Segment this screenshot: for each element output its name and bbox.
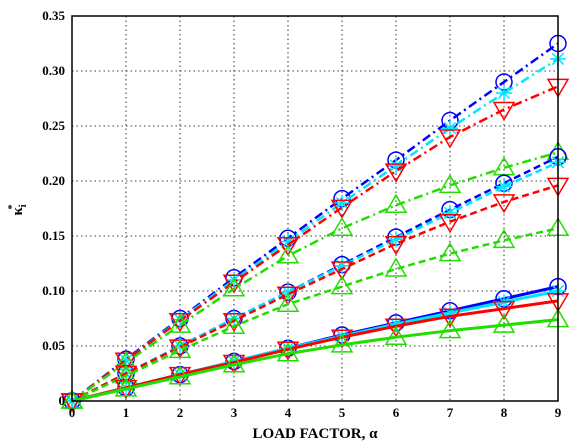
y-tick-label: 0.20 [42,173,65,188]
series-line [71,151,559,403]
data-point-triangle-down [330,329,354,349]
x-tick-label: 6 [393,405,400,420]
data-point-triangle-up [438,173,462,194]
data-point-star [334,195,350,211]
data-point-triangle-up [276,342,300,362]
data-point-triangle-up [222,353,246,373]
y-axis-label-sub: i [18,204,29,207]
y-tick-label: 0.05 [42,338,65,353]
data-point-triangle-up [222,277,246,297]
data-point-star [496,85,512,101]
series-line [71,318,559,403]
series-12 [60,308,570,409]
data-point-triangle-up [384,257,408,277]
data-point-star [334,257,350,274]
data-point-triangle-down [438,308,462,328]
data-point-triangle-down [384,163,408,183]
data-point-triangle-up [384,325,408,345]
y-tick-labels: 0 0.05 0.10 0.15 0.20 0.25 0.30 0.35 [42,8,65,408]
series-line [71,227,559,403]
series-line [71,85,559,402]
data-point-star [280,284,296,301]
data-point-triangle-down [276,286,300,306]
data-point-triangle-down [222,274,246,294]
series-line [71,184,559,403]
data-point-triangle-down [492,101,516,121]
data-point-triangle-up [330,275,354,295]
series-line [71,299,559,403]
data-point-star [442,120,458,137]
data-point-star [388,231,404,248]
data-point-triangle-down [492,194,516,214]
data-point-triangle-up [330,216,354,237]
x-tick-label: 0 [69,405,76,420]
data-point-star [388,157,404,174]
y-tick-label: 0.35 [42,8,65,23]
data-point-triangle-down [330,199,354,219]
y-tick-label: 0.25 [42,118,65,133]
data-point-star [118,352,134,369]
data-point-triangle-down [276,237,300,257]
x-tick-label: 1 [123,405,130,420]
y-axis-label: κi* [7,204,29,215]
x-tick-label: 4 [285,405,292,420]
data-point-triangle-up [330,333,354,353]
x-tick-labels: 0 1 2 3 4 5 6 7 8 9 [69,405,562,420]
data-point-triangle-up [438,319,462,339]
plot-frame [71,15,559,402]
y-tick-label: 0.15 [42,228,65,243]
svg-text:κi*: κi* [7,204,29,215]
data-point-triangle-up [168,365,192,385]
data-point-triangle-down [384,318,408,338]
data-point-star [388,316,404,332]
data-point-star [442,305,458,321]
y-tick-label: 0 [59,393,66,408]
data-point-triangle-up [492,228,516,249]
data-point-triangle-up [438,242,462,262]
y-axis-label-symbol: κ [10,207,26,216]
data-point-star [226,310,242,327]
data-point-triangle-down [438,129,462,149]
x-axis-label: LOAD FACTOR, α [253,426,379,442]
series-layer [60,34,570,413]
x-tick-label: 5 [339,405,346,420]
data-point-triangle-up [384,193,408,213]
data-point-triangle-up [168,338,192,359]
x-tick-label: 8 [501,405,508,420]
data-point-star [496,178,512,195]
y-axis-label-sup: * [7,204,18,209]
data-point-triangle-up [492,313,516,333]
x-tick-label: 3 [231,405,238,420]
x-tick-label: 9 [555,405,562,420]
data-point-triangle-down [492,300,516,321]
data-point-triangle-up [168,313,192,333]
data-point-star [280,233,296,250]
data-point-triangle-down [438,213,462,234]
data-point-triangle-up [60,389,84,409]
data-point-triangle-up [276,292,300,312]
y-tick-label: 0.30 [42,63,65,78]
data-point-star [442,204,458,221]
data-point-triangle-down [222,312,246,333]
x-tick-label: 2 [177,405,184,420]
data-point-triangle-down [330,261,354,281]
x-tick-label: 7 [447,405,454,420]
data-point-triangle-up [276,244,300,264]
y-tick-label: 0.10 [42,283,65,298]
data-point-triangle-down [384,235,408,256]
grid [72,16,558,401]
plot-area-background [72,16,558,401]
data-point-triangle-up [114,377,138,397]
data-point-triangle-up [222,314,246,334]
